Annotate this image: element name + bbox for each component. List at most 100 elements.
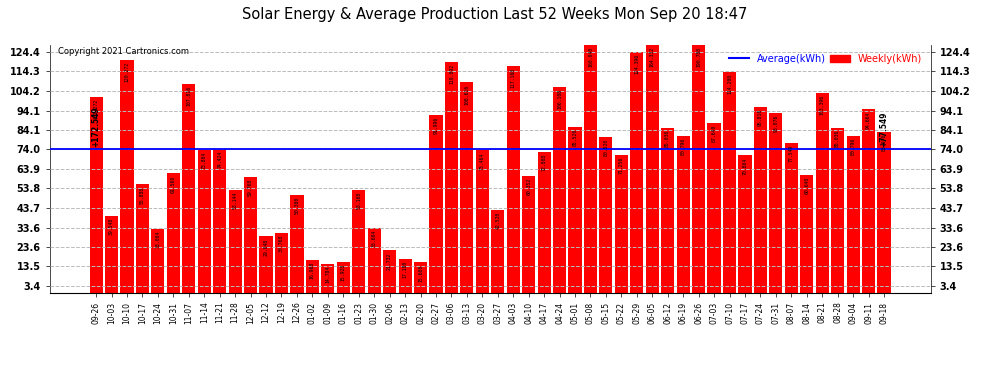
Text: 119.092: 119.092 bbox=[448, 64, 454, 84]
Text: 120.272: 120.272 bbox=[125, 62, 130, 82]
Text: 53.168: 53.168 bbox=[356, 192, 361, 209]
Bar bbox=[631, 52, 644, 292]
Text: 15.928: 15.928 bbox=[341, 264, 346, 281]
Text: 14.784: 14.784 bbox=[326, 266, 331, 283]
Bar bbox=[584, 45, 597, 292]
Text: 42.520: 42.520 bbox=[495, 212, 500, 230]
Bar bbox=[507, 66, 520, 292]
Text: 17.180: 17.180 bbox=[403, 261, 408, 279]
Text: 80.796: 80.796 bbox=[850, 138, 855, 156]
Text: 124.396: 124.396 bbox=[635, 54, 640, 74]
Text: 85.520: 85.520 bbox=[572, 129, 577, 146]
Bar bbox=[800, 175, 814, 292]
Text: 39.548: 39.548 bbox=[109, 218, 114, 235]
Bar bbox=[383, 251, 396, 292]
Text: 85.036: 85.036 bbox=[836, 130, 841, 147]
Text: 60.640: 60.640 bbox=[804, 177, 809, 194]
Bar bbox=[661, 128, 674, 292]
Text: 33.004: 33.004 bbox=[155, 231, 160, 248]
Bar bbox=[367, 228, 381, 292]
Text: +172.549: +172.549 bbox=[92, 107, 101, 147]
Text: 70.864: 70.864 bbox=[742, 158, 747, 175]
Bar bbox=[491, 210, 504, 292]
Text: 114.200: 114.200 bbox=[727, 74, 732, 94]
Text: 80.796: 80.796 bbox=[681, 138, 686, 156]
Text: 73.804: 73.804 bbox=[202, 152, 207, 169]
Bar bbox=[290, 195, 304, 292]
Bar bbox=[244, 177, 257, 292]
Bar bbox=[430, 115, 443, 292]
Text: 16.968: 16.968 bbox=[310, 262, 315, 279]
Bar bbox=[753, 107, 767, 292]
Bar bbox=[414, 262, 427, 292]
Text: 94.664: 94.664 bbox=[866, 111, 871, 129]
Text: 60.352: 60.352 bbox=[526, 178, 532, 195]
Text: 72.808: 72.808 bbox=[542, 154, 546, 171]
Text: 85.036: 85.036 bbox=[665, 130, 670, 147]
Bar bbox=[769, 112, 782, 292]
Bar bbox=[568, 127, 581, 292]
Text: 117.168: 117.168 bbox=[511, 68, 516, 88]
Bar bbox=[877, 132, 891, 292]
Text: 95.816: 95.816 bbox=[758, 109, 763, 126]
Text: 74.424: 74.424 bbox=[217, 150, 222, 168]
Text: 30.768: 30.768 bbox=[279, 235, 284, 252]
Text: 77.549: 77.549 bbox=[789, 144, 794, 162]
Bar bbox=[352, 190, 365, 292]
Bar bbox=[723, 72, 737, 292]
Bar bbox=[182, 84, 195, 292]
Bar bbox=[692, 45, 705, 292]
Text: 93.076: 93.076 bbox=[773, 114, 778, 132]
Bar bbox=[337, 262, 349, 292]
Text: 55.888: 55.888 bbox=[140, 186, 145, 204]
Bar bbox=[862, 110, 875, 292]
Text: 101.272: 101.272 bbox=[94, 99, 99, 119]
Bar bbox=[259, 236, 272, 292]
Bar bbox=[89, 97, 103, 292]
Text: 190.788: 190.788 bbox=[696, 47, 701, 67]
Bar bbox=[522, 176, 536, 292]
Text: 61.560: 61.560 bbox=[171, 176, 176, 193]
Text: 83.076: 83.076 bbox=[881, 134, 886, 151]
Bar bbox=[615, 155, 628, 292]
Bar bbox=[198, 150, 211, 292]
Text: 107.816: 107.816 bbox=[186, 86, 191, 106]
Text: 21.732: 21.732 bbox=[387, 252, 392, 270]
Bar bbox=[445, 62, 458, 292]
Bar bbox=[136, 184, 149, 292]
Text: 59.768: 59.768 bbox=[248, 179, 253, 196]
Bar bbox=[275, 233, 288, 292]
Bar bbox=[739, 156, 751, 292]
Text: 73.464: 73.464 bbox=[480, 152, 485, 170]
Text: Copyright 2021 Cartronics.com: Copyright 2021 Cartronics.com bbox=[58, 48, 189, 57]
Bar bbox=[322, 264, 335, 292]
Bar bbox=[553, 87, 566, 292]
Bar bbox=[538, 152, 550, 292]
Bar bbox=[599, 137, 613, 292]
Bar bbox=[645, 45, 658, 292]
Bar bbox=[166, 174, 180, 292]
Text: 33.604: 33.604 bbox=[371, 230, 376, 247]
Text: 50.380: 50.380 bbox=[294, 197, 299, 214]
Text: 103.396: 103.396 bbox=[820, 94, 825, 115]
Text: 29.048: 29.048 bbox=[263, 238, 268, 255]
Bar bbox=[816, 93, 829, 292]
Bar bbox=[476, 150, 489, 292]
Text: 80.520: 80.520 bbox=[604, 139, 609, 156]
Text: 91.996: 91.996 bbox=[434, 117, 439, 134]
Bar bbox=[105, 216, 118, 292]
Text: 164.332: 164.332 bbox=[649, 47, 654, 67]
Bar bbox=[785, 142, 798, 292]
Bar bbox=[708, 123, 721, 292]
Text: 71.256: 71.256 bbox=[619, 157, 624, 174]
Bar bbox=[460, 82, 473, 292]
Text: 160.040: 160.040 bbox=[588, 47, 593, 67]
Text: 15.600: 15.600 bbox=[418, 264, 423, 282]
Bar bbox=[676, 136, 690, 292]
Text: 53.144: 53.144 bbox=[233, 192, 238, 209]
Bar bbox=[151, 229, 164, 292]
Text: 87.640: 87.640 bbox=[712, 125, 717, 142]
Text: 106.108: 106.108 bbox=[557, 89, 562, 110]
Bar bbox=[121, 60, 134, 292]
Bar bbox=[399, 259, 412, 292]
